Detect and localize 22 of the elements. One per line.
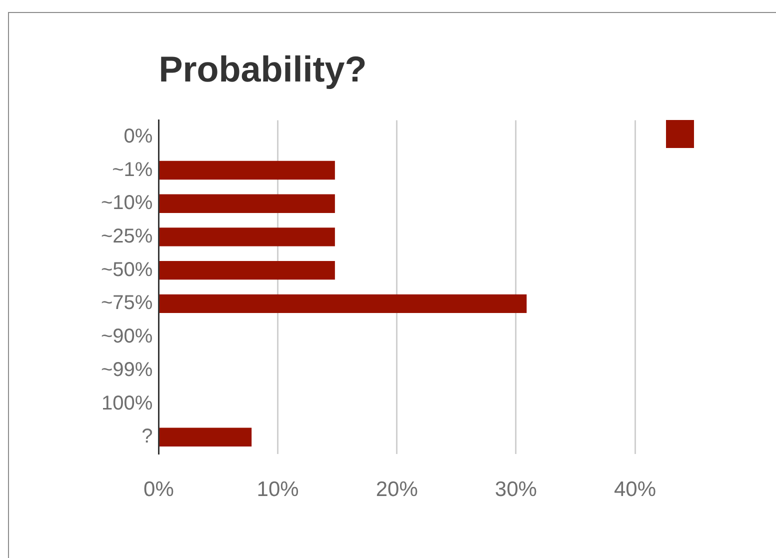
y-tick-label: ~99% [100,358,153,381]
y-tick-label: ? [142,426,153,448]
bar [159,260,335,280]
x-tick-label: 10% [256,478,299,502]
x-tick-label: 40% [614,478,656,502]
y-tick-label: ~10% [100,192,153,214]
y-tick-label: 0% [124,125,153,148]
bar [159,294,527,314]
x-tick-label: 20% [376,478,418,502]
y-tick-label: 100% [102,392,153,414]
chart-title: Probability? [158,48,367,90]
x-tick-label: 0% [144,478,174,502]
bar [159,160,335,180]
bar [159,194,335,213]
x-tick-label: 30% [494,478,537,502]
y-tick-label: ~1% [112,158,153,181]
y-tick-label: ~25% [100,225,153,248]
bar [159,428,252,446]
y-tick-label: ~90% [100,326,153,348]
bar [159,228,335,246]
y-tick-label: ~75% [100,292,153,314]
y-tick-label: ~50% [100,258,153,281]
